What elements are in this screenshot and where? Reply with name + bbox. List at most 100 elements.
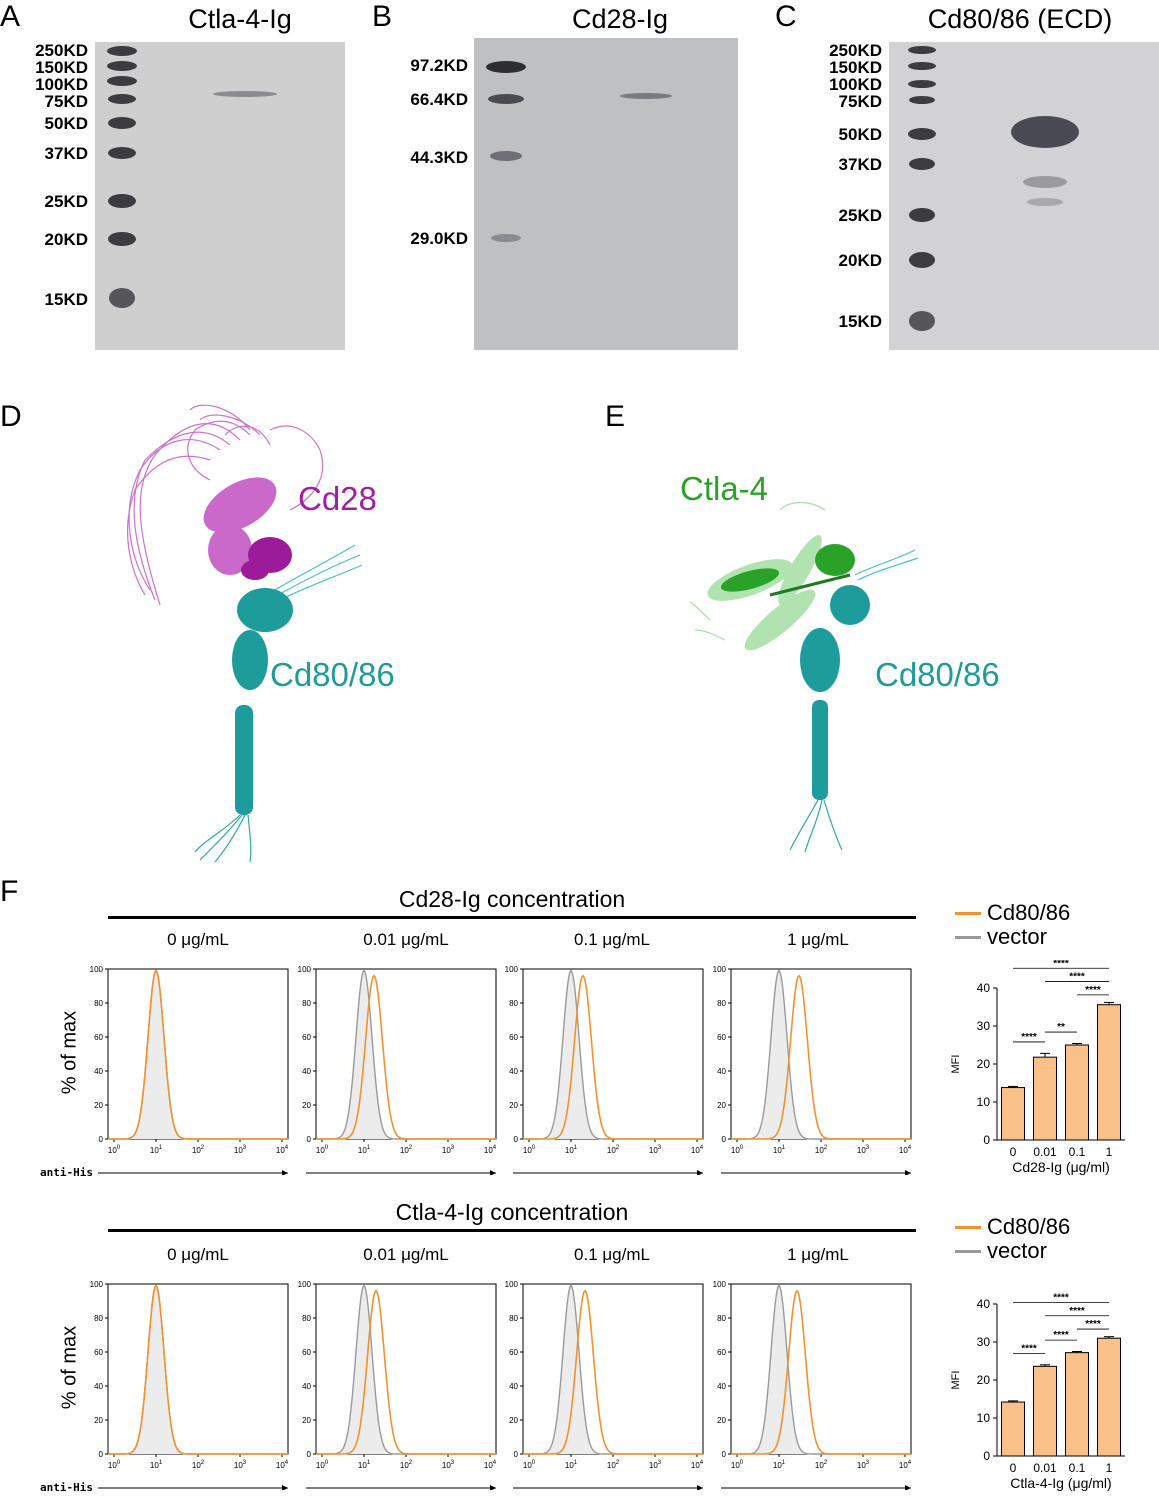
y-tick-label: 20 [717, 1416, 726, 1425]
gel-c-marker: 15KD [838, 312, 882, 331]
row1-title: Cd28-Ig concentration [398, 886, 626, 912]
bar [1064, 1352, 1090, 1457]
x-tick-label: 101 [150, 1460, 163, 1470]
x-tick-label: 100 [731, 1145, 744, 1155]
vector-histogram-fill [523, 970, 703, 1139]
y-tick-label: 60 [717, 1033, 726, 1042]
x-tick-label: 104 [691, 1460, 704, 1470]
cd80-label-e: Cd80/86 [875, 656, 1000, 693]
x-tick-label: 102 [815, 1145, 828, 1155]
x-tick-label: 104 [276, 1145, 289, 1155]
y-tick-label: 60 [717, 1348, 726, 1357]
vector-histogram-fill [316, 1285, 496, 1454]
cd28-label: Cd28 [298, 480, 377, 517]
bar [1032, 1056, 1058, 1141]
bar-x-tick-label: 0 [1010, 1461, 1017, 1475]
row2-histograms: 0 20 40 60 80 100 100 101 102 103 104 0 20 40 60 80 100 1… [90, 1280, 912, 1490]
y-tick-label: 80 [717, 1314, 726, 1323]
x-tick-label: 103 [442, 1460, 455, 1470]
y-tick-label: 20 [94, 1416, 103, 1425]
significance-label: **** [1021, 1343, 1037, 1354]
row2-conc: 0.01 μg/mL [363, 1245, 449, 1264]
y-tick-label: 20 [509, 1101, 518, 1110]
y-tick-label: 60 [302, 1033, 311, 1042]
x-axis-arrowhead [490, 1170, 496, 1175]
y-tick-label: 80 [94, 999, 103, 1008]
x-axis-arrowhead [905, 1170, 911, 1175]
bar [1032, 1365, 1058, 1457]
row2-bracket [108, 1229, 916, 1232]
y-tick-label: 40 [717, 1382, 726, 1391]
vector-histogram-fill [523, 1285, 703, 1454]
gel-a-marker-labels: 250KD 150KD 100KD 75KD [35, 41, 88, 111]
x-tick-label: 103 [857, 1145, 870, 1155]
histogram-panel: 0 20 40 60 80 100 100 101 102 103 104 [505, 965, 704, 1175]
x-tick-label: 102 [815, 1460, 828, 1470]
ctla4-label: Ctla-4 [680, 470, 769, 507]
legend-cd80-row2: Cd80/86 [955, 1214, 1070, 1240]
y-tick-label: 100 [505, 1280, 519, 1289]
y-tick-label: 100 [298, 1280, 312, 1289]
x-axis-arrowhead [282, 1170, 288, 1175]
bar [1096, 1004, 1122, 1141]
x-tick-label: 103 [234, 1145, 247, 1155]
cd80-histogram-line [731, 974, 911, 1140]
histogram-panel: 0 20 40 60 80 100 100 101 102 103 104 [90, 965, 289, 1175]
bar-y-tick-label: 10 [977, 1411, 991, 1425]
x-axis-arrowhead [697, 1170, 703, 1175]
row1-conc: 0 μg/mL [167, 930, 229, 949]
x-tick-label: 100 [108, 1460, 121, 1470]
histogram-frame [107, 968, 289, 1140]
bar-y-tick-label: 0 [983, 1133, 990, 1147]
row2-title: Ctla-4-Ig concentration [395, 1199, 629, 1225]
x-tick-label: 100 [316, 1145, 329, 1155]
row1-xlabel: anti-His [40, 1166, 93, 1179]
vector-histogram-fill [731, 970, 911, 1139]
vector-histogram-fill [108, 1285, 288, 1454]
x-tick-label: 103 [442, 1145, 455, 1155]
gel-c-marker: 25KD [838, 206, 882, 225]
x-tick-label: 101 [773, 1460, 786, 1470]
y-tick-label: 60 [94, 1348, 103, 1357]
bar-y-tick-label: 30 [977, 1335, 991, 1349]
gel-a-marker: 20KD [44, 230, 88, 249]
gel-a-marker: 50KD [44, 114, 88, 133]
y-tick-label: 60 [509, 1348, 518, 1357]
x-axis-arrowhead [490, 1485, 496, 1490]
significance-label: **** [1053, 1330, 1069, 1341]
bar-y-tick-label: 20 [977, 1057, 991, 1071]
histogram-panel: 0 20 40 60 80 100 100 101 102 103 104 [90, 1280, 289, 1490]
bar-x-tick-label: 0.1 [1069, 1461, 1086, 1475]
bar-y-label: MFI [950, 1055, 962, 1074]
panel-label-f: F [0, 875, 19, 908]
legend-swatch-orange [955, 911, 981, 915]
x-tick-label: 101 [150, 1145, 163, 1155]
histogram-frame [522, 968, 704, 1140]
gel-c-marker: 37KD [838, 155, 882, 174]
panel-label-b: B [372, 0, 393, 33]
significance-label: **** [1021, 1032, 1037, 1043]
cd80-histogram-line [523, 974, 703, 1140]
gel-a [95, 42, 345, 350]
y-tick-label: 40 [509, 1067, 518, 1076]
y-tick-label: 40 [94, 1382, 103, 1391]
y-tick-label: 0 [514, 1450, 519, 1459]
vector-histogram-line [523, 969, 703, 1140]
vector-histogram-line [316, 969, 496, 1140]
bar-y-tick-label: 40 [977, 1297, 991, 1311]
bar [1000, 1401, 1026, 1457]
row1-conc: 0.1 μg/mL [574, 930, 650, 949]
y-tick-label: 80 [302, 1314, 311, 1323]
y-tick-label: 80 [509, 1314, 518, 1323]
x-tick-label: 101 [565, 1460, 578, 1470]
vector-histogram-fill [316, 970, 496, 1139]
y-tick-label: 100 [505, 965, 519, 974]
x-tick-label: 100 [108, 1145, 121, 1155]
x-axis-arrowhead [905, 1485, 911, 1490]
y-tick-label: 20 [302, 1101, 311, 1110]
x-tick-label: 102 [192, 1460, 205, 1470]
y-tick-label: 100 [713, 965, 727, 974]
significance-label: ** [1057, 1022, 1065, 1033]
cd80-histogram-line [523, 1289, 703, 1455]
vector-histogram-line [316, 1284, 496, 1455]
